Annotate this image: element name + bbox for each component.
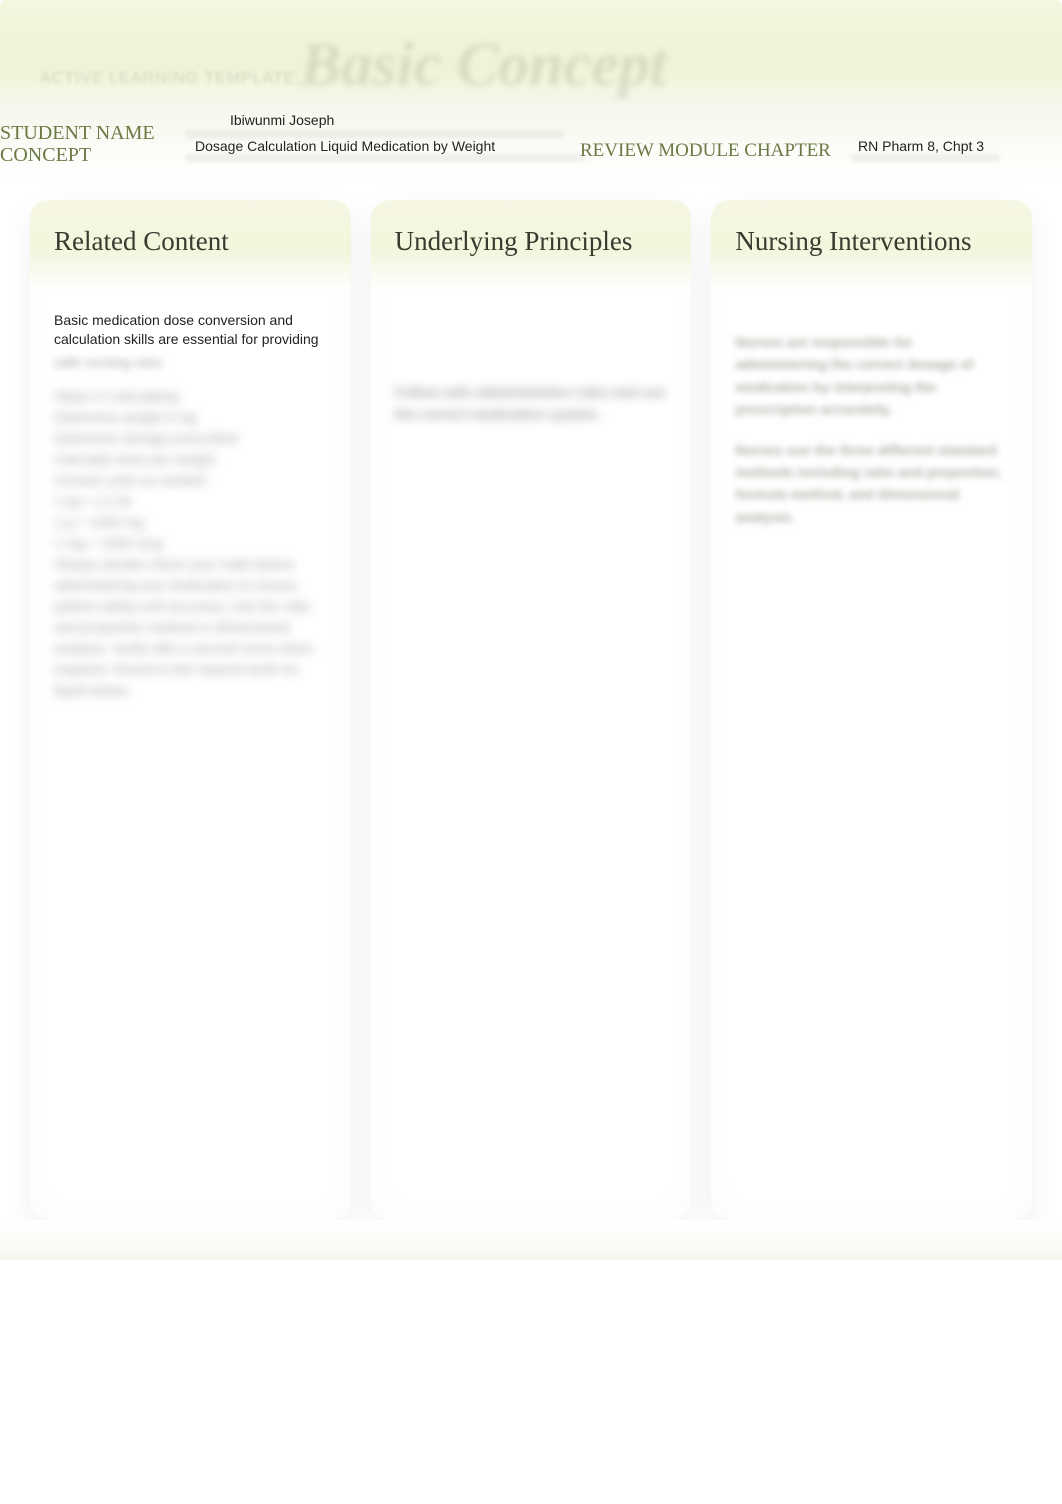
info-bar: STUDENT NAME Ibiwunmi Joseph CONCEPT Dos… bbox=[0, 110, 1062, 180]
concept-value: Dosage Calculation Liquid Medication by … bbox=[195, 138, 495, 154]
student-name-label: STUDENT NAME bbox=[0, 122, 155, 145]
underlying-principles-title: Underlying Principles bbox=[395, 226, 668, 257]
review-chapter-label: REVIEW MODULE CHAPTER bbox=[580, 140, 831, 162]
related-content-body: Basic medication dose conversion and cal… bbox=[30, 291, 351, 721]
page: ACTIVE LEARNING TEMPLATE: Basic Concept … bbox=[0, 0, 1062, 1260]
columns-row: Related Content Basic medication dose co… bbox=[0, 180, 1062, 1260]
student-name-value: Ibiwunmi Joseph bbox=[230, 112, 334, 128]
concept-underline bbox=[185, 154, 585, 162]
template-label: ACTIVE LEARNING TEMPLATE: bbox=[40, 70, 301, 88]
related-blur-tail: safe nursing care. bbox=[54, 354, 165, 370]
review-underline bbox=[850, 154, 1000, 162]
nursing-interventions-title: Nursing Interventions bbox=[735, 226, 1008, 257]
review-chapter-value: RN Pharm 8, Chpt 3 bbox=[858, 138, 984, 154]
concept-label: CONCEPT bbox=[0, 144, 91, 167]
footer-fade bbox=[0, 1220, 1062, 1260]
related-clear-text: Basic medication dose conversion and cal… bbox=[54, 311, 327, 349]
nursing-interventions-body: Nurses are responsible for administering… bbox=[711, 291, 1032, 566]
top-banner: ACTIVE LEARNING TEMPLATE: Basic Concept bbox=[0, 0, 1062, 110]
nursing-interventions-header: Nursing Interventions bbox=[711, 200, 1032, 291]
underlying-principles-column: Underlying Principles Follow safe admini… bbox=[371, 200, 692, 1220]
related-content-title: Related Content bbox=[54, 226, 327, 257]
student-underline bbox=[185, 130, 565, 138]
related-blur-block: Steps in Calculating: Determine weight i… bbox=[54, 386, 327, 701]
template-big-title: Basic Concept bbox=[300, 30, 667, 101]
related-content-column: Related Content Basic medication dose co… bbox=[30, 200, 351, 1220]
interventions-blur-p1: Nurses are responsible for administering… bbox=[735, 331, 1008, 421]
principles-blur-block: Follow safe administration rules and use… bbox=[395, 381, 668, 426]
interventions-blur-p2: Nurses use the three different standard … bbox=[735, 439, 1008, 529]
related-content-header: Related Content bbox=[30, 200, 351, 291]
underlying-principles-body: Follow safe administration rules and use… bbox=[371, 291, 692, 446]
nursing-interventions-column: Nursing Interventions Nurses are respons… bbox=[711, 200, 1032, 1220]
underlying-principles-header: Underlying Principles bbox=[371, 200, 692, 291]
